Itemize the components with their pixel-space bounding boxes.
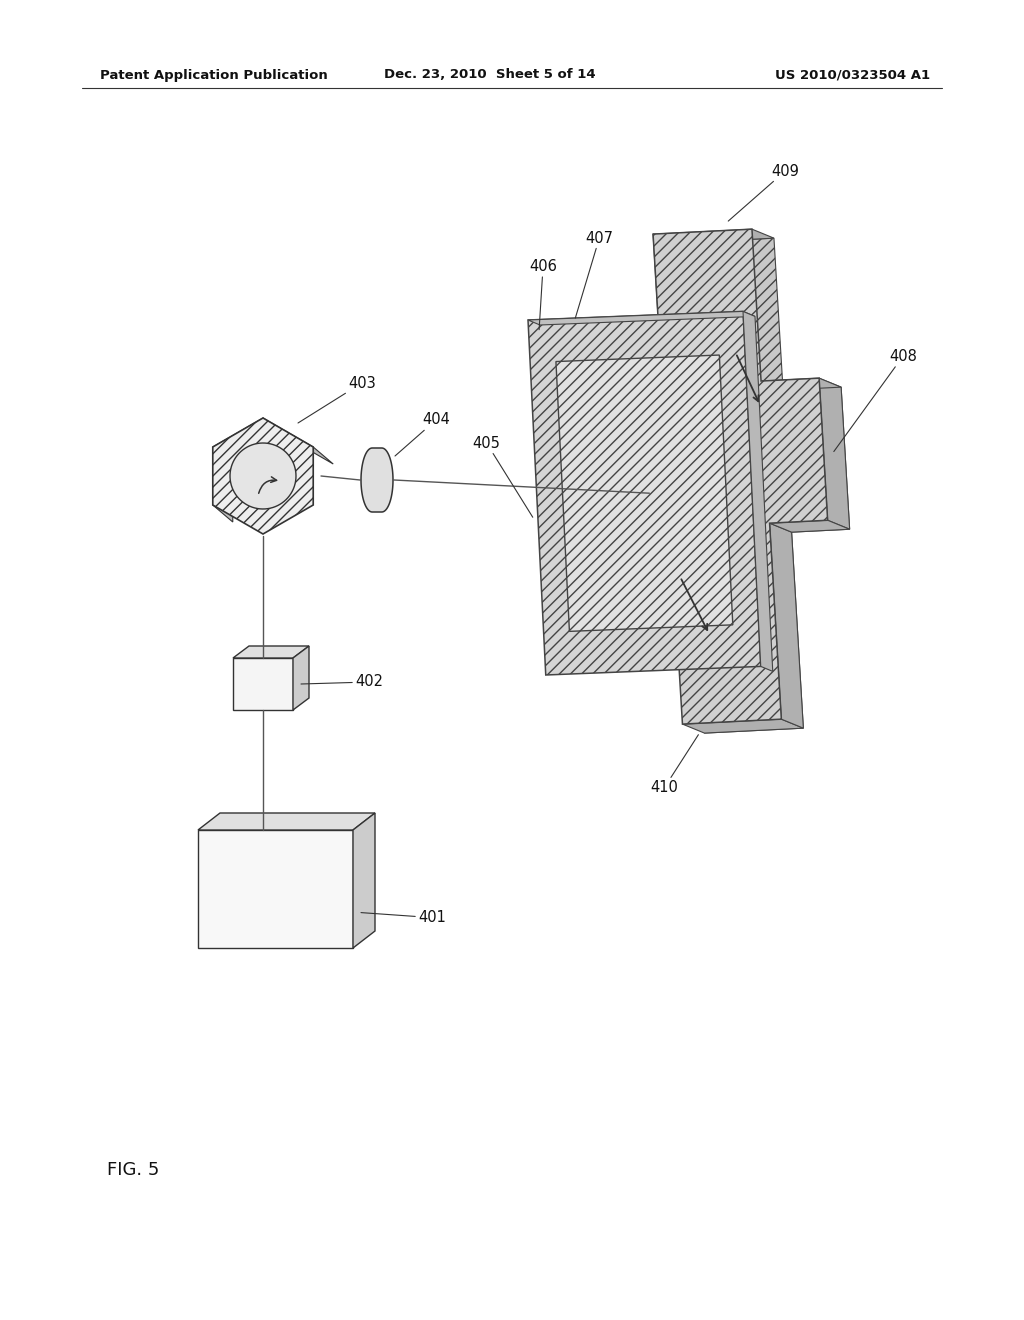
Polygon shape	[361, 447, 393, 512]
Polygon shape	[682, 719, 804, 733]
Text: 401: 401	[361, 909, 445, 925]
Text: 406: 406	[529, 259, 557, 330]
Text: Patent Application Publication: Patent Application Publication	[100, 69, 328, 82]
Text: US 2010/0323504 A1: US 2010/0323504 A1	[775, 69, 930, 82]
Polygon shape	[353, 813, 375, 948]
Polygon shape	[653, 230, 774, 243]
Text: FIG. 5: FIG. 5	[106, 1162, 160, 1179]
Polygon shape	[770, 520, 850, 532]
Polygon shape	[653, 234, 684, 395]
Text: 408: 408	[834, 348, 916, 451]
Text: 402: 402	[301, 675, 383, 689]
Polygon shape	[556, 355, 733, 631]
Text: 404: 404	[395, 412, 450, 455]
Polygon shape	[743, 312, 773, 672]
Polygon shape	[604, 230, 827, 725]
Polygon shape	[213, 418, 283, 465]
Polygon shape	[198, 830, 353, 948]
Polygon shape	[761, 378, 841, 389]
Polygon shape	[230, 444, 296, 510]
Text: 403: 403	[298, 375, 376, 422]
Text: 409: 409	[728, 164, 799, 220]
Polygon shape	[213, 447, 232, 521]
Polygon shape	[528, 312, 761, 675]
Polygon shape	[528, 312, 755, 325]
Polygon shape	[604, 389, 635, 540]
Polygon shape	[213, 418, 313, 535]
Polygon shape	[198, 813, 375, 830]
Text: 407: 407	[575, 231, 613, 318]
Polygon shape	[263, 418, 333, 465]
Polygon shape	[612, 528, 692, 540]
Polygon shape	[770, 523, 804, 729]
Polygon shape	[293, 645, 309, 710]
Text: 405: 405	[473, 436, 532, 517]
Text: Dec. 23, 2010  Sheet 5 of 14: Dec. 23, 2010 Sheet 5 of 14	[384, 69, 596, 82]
Polygon shape	[626, 238, 850, 733]
Text: 410: 410	[650, 735, 698, 795]
Polygon shape	[604, 385, 684, 397]
Polygon shape	[819, 378, 850, 529]
Polygon shape	[233, 645, 309, 657]
Polygon shape	[233, 657, 293, 710]
